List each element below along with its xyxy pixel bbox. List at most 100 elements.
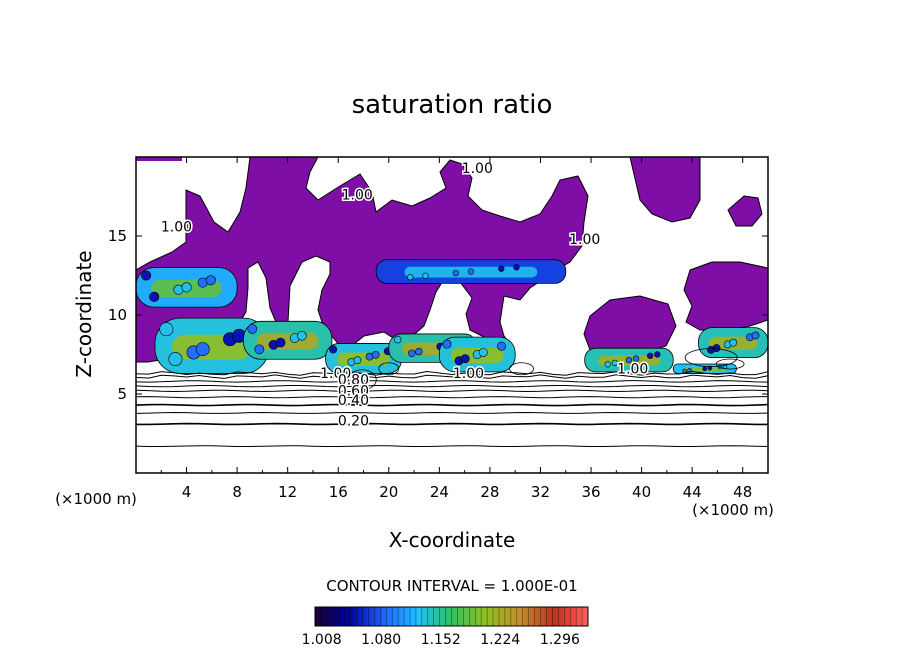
cloud-cell [296,330,307,341]
contour-interval-label: CONTOUR INTERVAL = 1.000E-01 [326,577,577,595]
contour-line [136,385,768,388]
contour-ring [378,362,400,376]
contour-label: 0.20 [338,414,369,430]
cloud-cell [707,365,713,371]
contour-line [136,445,768,447]
contour-line [136,389,768,393]
cloud-cell [159,322,174,337]
contour-line [136,411,768,414]
x-tick-label: 16 [329,483,348,501]
colorbar: 1.008 1.080 1.152 1.224 1.296 [302,606,589,648]
cloud-cell [702,366,708,372]
contour-label: 1.00 [342,188,373,204]
x-tick-label: 8 [232,483,242,501]
contour-ring [715,358,745,370]
cloud-cell [712,344,721,352]
contour-line [136,403,768,407]
cloud-cell [393,335,402,344]
contour-label: 1.00 [569,232,600,248]
cloud-cell [275,337,286,348]
supersaturated-region-right [629,157,701,223]
colorbar-tick-label: 1.080 [361,632,401,648]
cloud-cell [181,282,192,293]
x-axis: 4 8 12 16 20 24 28 32 36 40 44 48 [160,157,752,501]
cloud-cell [415,347,423,356]
x-tick-label: 32 [531,483,550,501]
contour-line [136,422,768,426]
x-tick-label: 24 [430,483,449,501]
x-tick-label: 28 [480,483,499,501]
x-tick-label: 48 [733,483,752,501]
contour-ring [347,369,377,391]
y-axis: 5 10 15 [108,227,768,403]
y-tick-label: 15 [108,227,127,245]
cloud-cell [452,269,459,277]
colorbar-tick-label: 1.224 [480,632,520,648]
cloud-region [136,267,238,308]
contour-labels: 1.001.001.001.001.000.800.600.400.201.00… [159,159,649,431]
y-tick-label: 10 [108,306,127,324]
supersaturated-region [136,157,768,365]
contour-line [136,370,768,376]
x-axis-label: X-coordinate [389,528,516,552]
cloud-cell [442,339,452,349]
contour-label: 1.00 [320,366,351,382]
contour-label: 1.00 [161,219,192,235]
cloud-cell [247,324,258,334]
contour-line [136,374,768,379]
contour-label: 1.00 [453,366,484,382]
cloud-cell [654,351,661,358]
cloud-region [672,363,737,374]
colorbar-tick-label: 1.152 [421,632,461,648]
chart-title: saturation ratio [352,90,553,120]
cloud-cell [460,354,470,364]
cloud-cell [478,347,488,357]
cloud-cell [467,268,475,275]
cloud-cell [611,359,618,367]
x-tick-label: 4 [182,483,192,501]
cloud-region-core [256,332,319,350]
cloud-cell [195,342,210,357]
cloud-cell [632,355,640,362]
contour-label: 0.60 [338,384,369,400]
contour-label: 0.80 [338,373,369,389]
cloud-region [584,347,674,373]
contour-label: 1.00 [462,161,493,177]
cloud-cell [329,345,338,354]
colorbar-stripes [320,607,583,626]
x-tick-label: 20 [379,483,398,501]
contour-ring [509,362,534,376]
cloud-cell [751,331,760,340]
cloud-cell [513,264,520,271]
x-axis-unit-left: (×1000 m) [55,490,137,508]
cloud-cell [497,341,507,351]
cloud-cell [729,338,738,347]
cloud-cell [141,270,152,281]
cloud-region [243,320,333,360]
cloud-cell [149,291,160,302]
colorbar-ticks: 1.008 1.080 1.152 1.224 1.296 [302,632,580,648]
cloud-cell [647,352,654,359]
contour-ring [684,348,738,368]
supersaturated-region-topleft-strip [136,157,182,161]
cloud-cell [168,352,183,367]
cloud-cell [371,350,380,359]
cloud-cell [407,274,414,281]
cloud-region [154,317,270,374]
supersaturated-region-right-lower [683,261,768,331]
contour-label: 1.00 [617,361,648,377]
cloud-cell [408,349,416,358]
supersaturated-region-mid-lower [583,295,677,357]
cloud-cell [498,265,505,272]
y-axis-label: Z-coordinate [72,250,96,377]
contour-line [136,396,768,399]
supersaturated-region-right-blob [727,195,763,227]
x-tick-label: 36 [581,483,600,501]
contour-line [136,380,768,383]
supersaturated-region-main [136,157,589,365]
colorbar-tick-label: 1.008 [302,632,342,648]
cloud-cell [254,344,265,355]
plot-area: 1.001.001.001.001.000.800.600.400.201.00… [136,157,768,473]
cloud-region [375,259,567,284]
